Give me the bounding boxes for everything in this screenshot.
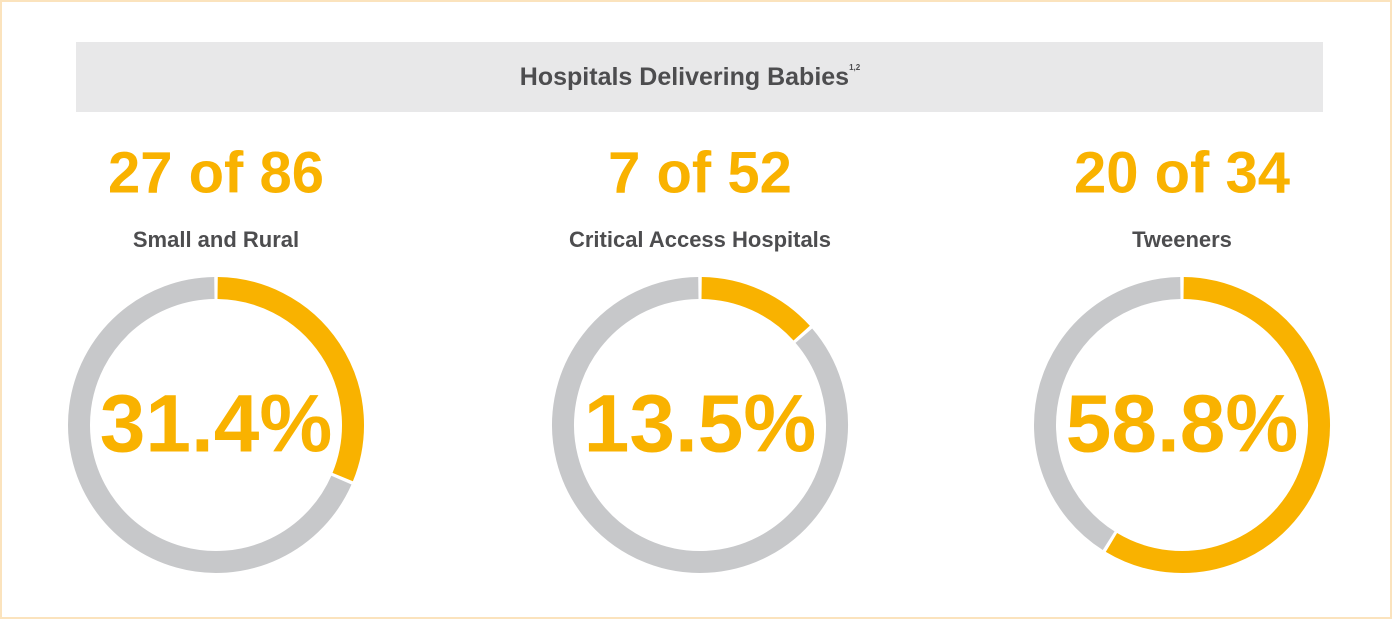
title-text: Hospitals Delivering Babies (520, 63, 849, 91)
title-note: 1,2 (849, 63, 861, 72)
title: Hospitals Delivering Babies1,2 (520, 63, 861, 91)
center-label: 31.4% (100, 379, 333, 470)
donut-segment (1105, 277, 1330, 573)
donut-segment (552, 277, 848, 573)
donut-segment (701, 277, 810, 341)
donut-segment (1034, 277, 1181, 550)
donut-segment (68, 277, 352, 573)
chart-subtitle: Small and Rural (133, 227, 299, 252)
center-label: 13.5% (584, 379, 817, 470)
donut-segment (217, 277, 364, 482)
chart-headline: 27 of 86 (108, 140, 324, 205)
chart-headline: 7 of 52 (608, 140, 792, 205)
chart-headline: 20 of 34 (1074, 140, 1290, 205)
chart-subtitle: Critical Access Hospitals (569, 227, 831, 252)
center-label: 58.8% (1066, 379, 1299, 470)
title-band (76, 42, 1323, 112)
chart-subtitle: Tweeners (1132, 227, 1232, 252)
